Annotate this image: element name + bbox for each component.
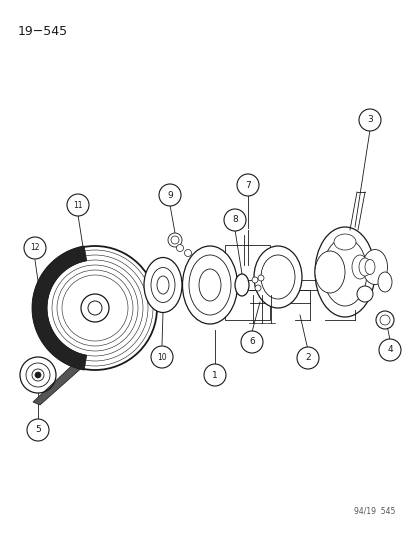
Ellipse shape (182, 246, 237, 324)
Circle shape (223, 209, 245, 231)
Text: 9: 9 (167, 190, 173, 199)
Circle shape (240, 331, 262, 353)
Circle shape (35, 372, 41, 378)
Text: 1: 1 (211, 370, 217, 379)
Ellipse shape (157, 276, 169, 294)
Circle shape (254, 285, 260, 291)
Ellipse shape (358, 258, 370, 276)
Ellipse shape (333, 234, 355, 250)
Polygon shape (32, 246, 86, 370)
Circle shape (379, 315, 389, 325)
Text: 19−545: 19−545 (18, 25, 68, 38)
Ellipse shape (144, 257, 182, 312)
Circle shape (27, 419, 49, 441)
Circle shape (296, 347, 318, 369)
Circle shape (151, 346, 173, 368)
Circle shape (67, 194, 89, 216)
Circle shape (184, 249, 191, 256)
Circle shape (378, 339, 400, 361)
Ellipse shape (314, 251, 344, 293)
Ellipse shape (235, 274, 248, 296)
Text: 8: 8 (232, 215, 237, 224)
Circle shape (257, 275, 263, 281)
Text: 5: 5 (35, 425, 41, 434)
Circle shape (168, 233, 182, 247)
Circle shape (176, 245, 183, 252)
Polygon shape (224, 245, 269, 320)
Polygon shape (33, 358, 85, 405)
Text: 11: 11 (73, 200, 83, 209)
Circle shape (375, 311, 393, 329)
Text: 6: 6 (249, 337, 254, 346)
Ellipse shape (362, 249, 387, 285)
Ellipse shape (377, 272, 391, 292)
Ellipse shape (364, 260, 374, 274)
Circle shape (204, 364, 225, 386)
Ellipse shape (189, 255, 230, 315)
Ellipse shape (254, 246, 301, 308)
Circle shape (356, 286, 372, 302)
Ellipse shape (322, 238, 366, 306)
Circle shape (236, 174, 259, 196)
Text: 3: 3 (366, 116, 372, 125)
Text: 10: 10 (157, 352, 166, 361)
Text: 7: 7 (244, 181, 250, 190)
Ellipse shape (314, 227, 374, 317)
Ellipse shape (260, 255, 294, 299)
Text: 94/19  545: 94/19 545 (353, 506, 394, 515)
Text: 4: 4 (386, 345, 392, 354)
Circle shape (171, 236, 178, 244)
Circle shape (24, 237, 46, 259)
Circle shape (159, 184, 180, 206)
Text: 2: 2 (304, 353, 310, 362)
Ellipse shape (199, 269, 221, 301)
Text: 12: 12 (30, 244, 40, 253)
Circle shape (358, 109, 380, 131)
Ellipse shape (151, 268, 175, 303)
Ellipse shape (351, 255, 367, 279)
Circle shape (252, 277, 257, 283)
